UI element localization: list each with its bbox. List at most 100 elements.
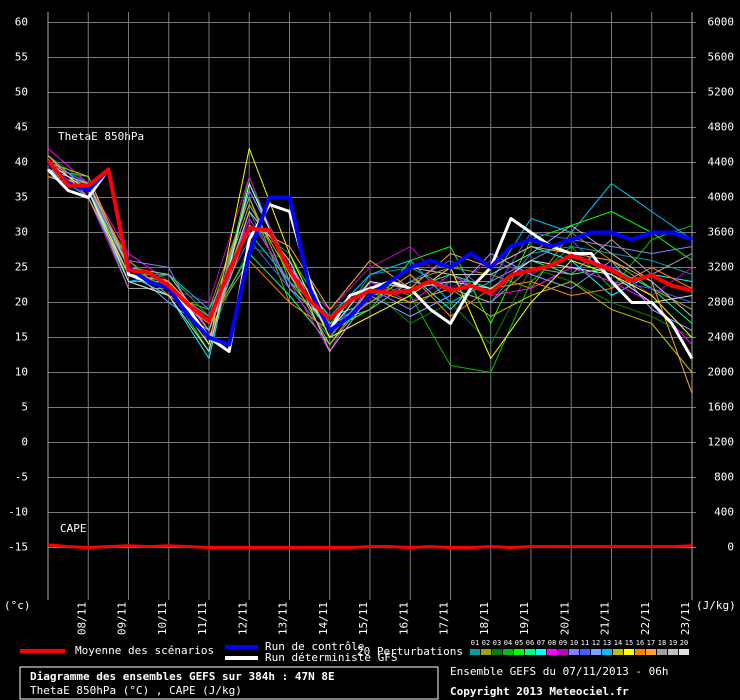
y2-tick-label: 800 [714,471,734,484]
x-tick-label: 10/11 [156,602,169,635]
legend-swatch [635,649,645,655]
legend-number: 09 [559,639,567,647]
x-tick-label: 12/11 [236,602,249,635]
y2-unit: (J/kg) [696,599,736,612]
legend-swatch [602,649,612,655]
legend-label: Moyenne des scénarios [75,644,214,657]
y2-tick-label: 400 [714,506,734,519]
legend-number: 12 [592,639,600,647]
legend-label: 20 Perturbations [357,645,463,658]
x-tick-label: 13/11 [277,602,290,635]
legend-swatch [547,649,557,655]
legend-swatch [558,649,568,655]
legend-swatch [536,649,546,655]
legend-number: 05 [515,639,523,647]
legend-swatch [668,649,678,655]
series-line [46,159,693,323]
x-tick-label: 23/11 [679,602,692,635]
y-tick-label: 35 [15,191,28,204]
y2-tick-label: 2400 [708,331,735,344]
legend-swatch [514,649,524,655]
legend-number: 13 [603,639,611,647]
y2-tick-label: 3600 [708,226,735,239]
run-info: Ensemble GEFS du 07/11/2013 - 06h [450,665,669,678]
legend-number: 01 [471,639,479,647]
legend-number: 07 [537,639,545,647]
y-tick-label: 5 [21,401,28,414]
y2-tick-label: 2000 [708,366,735,379]
y-tick-label: 15 [15,331,28,344]
perturbation-line [47,162,693,324]
perturbation-line [47,162,693,352]
x-tick-label: 21/11 [599,602,612,635]
legend-swatch [492,649,502,655]
x-tick-label: 19/11 [518,602,531,635]
legend-number: 06 [526,639,534,647]
legend-swatch [503,649,513,655]
legend-number: 11 [581,639,589,647]
y-tick-label: 60 [15,16,28,29]
legend-number: 20 [680,639,688,647]
legend-swatch [657,649,667,655]
y-tick-label: 10 [15,366,28,379]
series-line [46,161,693,347]
legend-number: 14 [614,639,622,647]
legend-label: Run déterministe GFS [265,651,397,664]
y2-tick-label: 2800 [708,296,735,309]
legend-swatch [481,649,491,655]
footer-box [19,666,439,700]
legend-swatch [646,649,656,655]
y-tick-label: 25 [15,261,28,274]
y-tick-label: 55 [15,51,28,64]
y2-tick-label: 3200 [708,261,735,274]
x-tick-label: 15/11 [357,602,370,635]
legend-swatch [591,649,601,655]
legend-number: 15 [625,639,633,647]
cape-line [47,543,693,549]
legend-number: 02 [482,639,490,647]
legend-swatch [679,649,689,655]
legend-swatch [580,649,590,655]
y-unit: (°c) [4,599,31,612]
y2-tick-label: 5200 [708,86,735,99]
x-tick-label: 22/11 [639,602,652,635]
y-tick-label: -5 [15,471,28,484]
legend-swatch [624,649,634,655]
legend-number: 17 [647,639,655,647]
legend-swatch [569,649,579,655]
legend-number: 04 [504,639,512,647]
legend-number: 03 [493,639,501,647]
y-tick-label: 30 [15,226,28,239]
y2-tick-label: 4400 [708,156,735,169]
legend-swatch [613,649,623,655]
x-tick-label: 08/11 [75,602,88,635]
copyright: Copyright 2013 Meteociel.fr [450,685,629,698]
x-tick-label: 14/11 [317,602,330,635]
x-tick-label: 16/11 [397,602,410,635]
legend-label: Run de contrôle [265,640,364,653]
x-tick-label: 11/11 [196,602,209,635]
x-tick-label: 20/11 [558,602,571,635]
y2-tick-label: 1200 [708,436,735,449]
legend-number: 08 [548,639,556,647]
y-tick-label: 50 [15,86,28,99]
series-label: ThetaE 850hPa [58,130,144,143]
legend-swatch [470,649,480,655]
y-tick-label: 0 [21,436,28,449]
y2-tick-label: 4800 [708,121,735,134]
y2-tick-label: 6000 [708,16,735,29]
y-tick-label: -15 [8,541,28,554]
y-tick-label: 45 [15,121,28,134]
legend-number: 19 [669,639,677,647]
legend-swatch [525,649,535,655]
y2-tick-label: 5600 [708,51,735,64]
y-tick-label: 20 [15,296,28,309]
x-tick-label: 17/11 [438,602,451,635]
y2-tick-label: 0 [727,541,734,554]
y2-tick-label: 4000 [708,191,735,204]
x-tick-label: 09/11 [116,602,129,635]
footer-title: Diagramme des ensembles GEFS sur 384h : … [30,670,335,683]
y-tick-label: -10 [8,506,28,519]
cape-label: CAPE [60,522,87,535]
